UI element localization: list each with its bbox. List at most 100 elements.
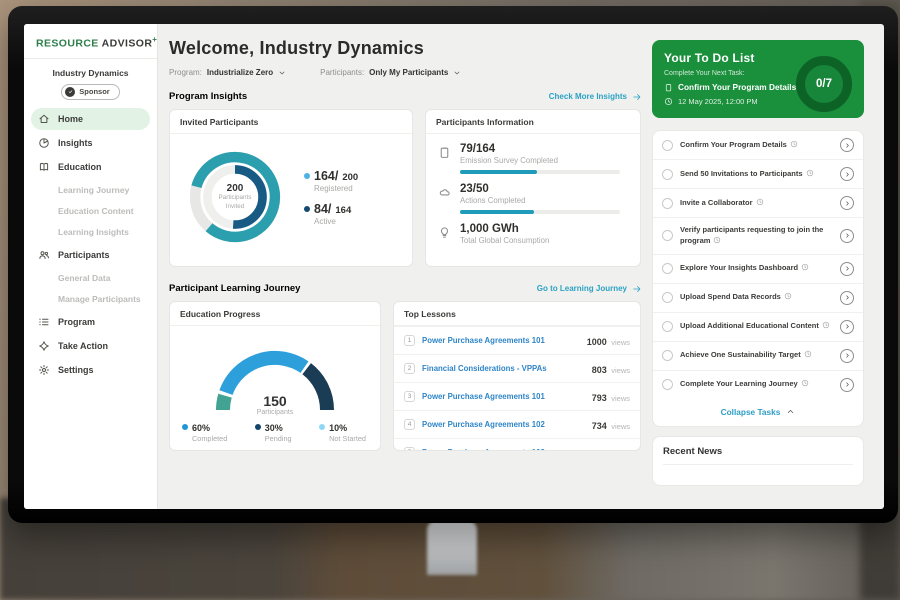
sidebar-item-education-content[interactable]: Education Content [31,201,150,221]
task-label: Achieve One Sustainability Target [680,350,801,359]
todo-task[interactable]: Send 50 Invitations to Participants [653,159,863,188]
stat-global-consumption: 1,000 GWh Total Global Consumption [426,214,640,245]
card-title: Invited Participants [170,110,412,134]
todo-task[interactable]: Invite a Collaborator [653,188,863,217]
task-open-button[interactable] [840,320,854,334]
task-checkbox[interactable] [662,292,673,303]
sidebar-item-learning-journey[interactable]: Learning Journey [31,180,150,200]
task-checkbox[interactable] [662,263,673,274]
task-open-button[interactable] [840,167,854,181]
todo-task[interactable]: Upload Additional Educational Content [653,312,863,341]
sidebar-item-settings[interactable]: Settings [31,359,150,381]
lesson-link[interactable]: Financial Considerations - VPPAs [422,364,592,373]
lesson-rank: 3 [404,391,415,402]
collapse-tasks-link[interactable]: Collapse Tasks [653,399,863,426]
task-checkbox[interactable] [662,169,673,180]
stat-emission-survey: 79/164 Emission Survey Completed [426,134,640,174]
todo-task[interactable]: Complete Your Learning Journey [653,370,863,399]
org-name: Industry Dynamics [24,68,157,78]
collapse-label: Collapse Tasks [721,407,781,417]
donut-center-value: 200 [227,183,244,194]
chevron-right-icon [844,142,851,149]
lesson-link[interactable]: Power Purchase Agreements 101 [422,336,587,345]
todo-counter: 0/7 [816,78,832,90]
task-label: Send 50 Invitations to Participants [680,169,803,178]
lesson-row: 1 Power Purchase Agreements 101 1000 vie… [394,326,640,354]
recent-news-title: Recent News [663,446,853,465]
logo-plus: + [152,35,157,44]
lightbulb-icon [438,226,451,239]
participants-select-label: Participants: [320,68,364,77]
task-checkbox[interactable] [662,230,673,241]
sidebar-item-education[interactable]: Education [31,156,150,178]
task-label: Upload Spend Data Records [680,292,781,301]
todo-task[interactable]: Achieve One Sustainability Target [653,341,863,370]
sidebar-item-learning-insights[interactable]: Learning Insights [31,222,150,242]
chevron-right-icon [844,232,851,239]
sidebar-item-general-data[interactable]: General Data [31,268,150,288]
main-content: Welcome, Industry Dynamics Program: Indu… [159,24,652,509]
go-to-learning-journey-link[interactable]: Go to Learning Journey [537,284,642,294]
program-select-label: Program: [169,68,202,77]
sidebar-item-participants[interactable]: Participants [31,244,150,266]
todo-task[interactable]: Verify participants requesting to join t… [653,217,863,254]
program-select[interactable]: Program: Industrialize Zero [169,68,286,77]
task-checkbox[interactable] [662,379,673,390]
sidebar-item-home[interactable]: Home [31,108,150,130]
emission-progress-bar [460,170,620,174]
task-open-button[interactable] [840,229,854,243]
task-open-button[interactable] [840,138,854,152]
sidebar-item-manage-participants[interactable]: Manage Participants [31,289,150,309]
todo-progress-ring: 0/7 [796,56,852,112]
actions-progress-bar [460,210,620,214]
dashboard-screen: RESOURCE ADVISOR+ Industry Dynamics Spon… [24,24,884,509]
participants-select[interactable]: Participants: Only My Participants [320,68,461,77]
sidebar-item-take-action[interactable]: Take Action [31,335,150,357]
todo-task[interactable]: Confirm Your Program Details [653,131,863,159]
gauge-segment-completed [226,358,305,393]
actions-icon [438,186,451,199]
task-checkbox[interactable] [662,140,673,151]
check-more-insights-link[interactable]: Check More Insights [549,92,642,102]
education-icon [38,161,50,173]
legend-active: 84/164 Active [304,202,358,226]
registered-dot [304,173,310,179]
clock-icon [801,379,809,387]
task-open-button[interactable] [840,291,854,305]
clock-icon [784,292,792,300]
sidebar-item-label: Home [58,114,83,124]
logo-secondary: ADVISOR [102,38,153,50]
task-open-button[interactable] [840,378,854,392]
chevron-right-icon [844,200,851,207]
clock-icon [822,321,830,329]
task-label: Invite a Collaborator [680,198,753,207]
todo-next-task: Confirm Your Program Details [678,82,796,92]
insights-icon [38,137,50,149]
todo-summary-card: Your To Do List Complete Your Next Task:… [652,40,864,118]
todo-task[interactable]: Explore Your Insights Dashboard [653,254,863,283]
task-label: Confirm Your Program Details [680,140,787,149]
page-title: Welcome, Industry Dynamics [169,38,642,59]
arrow-right-icon [632,284,642,294]
sponsor-badge-label: Sponsor [79,87,109,96]
legend-not-started: 10% Not Started [319,423,366,443]
settings-icon [38,364,50,376]
sidebar-item-label: Settings [58,365,94,375]
lesson-link[interactable]: Power Purchase Agreements 101 [422,392,592,401]
task-open-button[interactable] [840,196,854,210]
clock-icon [713,236,721,244]
task-open-button[interactable] [840,349,854,363]
sponsor-badge: Sponsor [61,84,119,100]
task-checkbox[interactable] [662,321,673,332]
lesson-link[interactable]: Power Purchase Agreements 103 [422,448,592,451]
task-open-button[interactable] [840,262,854,276]
todo-task[interactable]: Upload Spend Data Records [653,283,863,312]
task-checkbox[interactable] [662,350,673,361]
sidebar-item-program[interactable]: Program [31,311,150,333]
sidebar-item-insights[interactable]: Insights [31,132,150,154]
task-checkbox[interactable] [662,198,673,209]
donut-center-label: Participants Invited [219,194,252,210]
take-action-icon [38,340,50,352]
card-title: Top Lessons [394,302,640,326]
lesson-link[interactable]: Power Purchase Agreements 102 [422,420,592,429]
